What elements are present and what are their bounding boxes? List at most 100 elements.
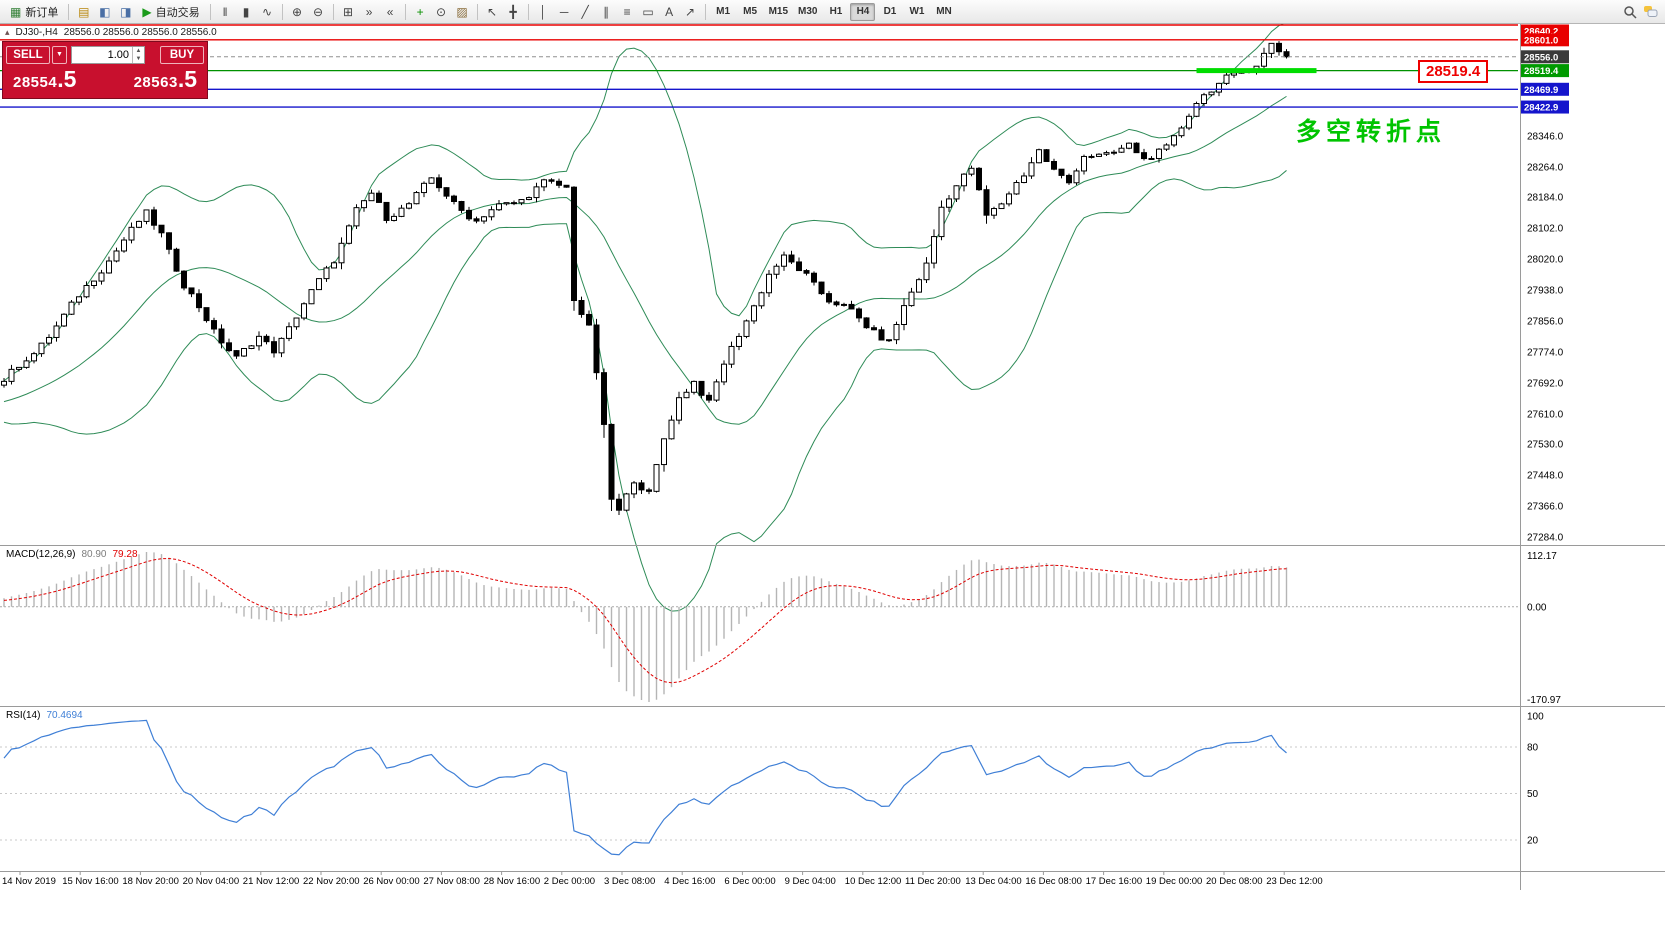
chart-shift-icon[interactable]: « <box>386 4 394 19</box>
vertical-line-icon[interactable]: │ <box>539 4 547 19</box>
timeframe-d1[interactable]: D1 <box>883 6 897 17</box>
market-watch-icon[interactable]: ◧ <box>99 4 111 19</box>
candle <box>998 202 1005 210</box>
candle <box>826 290 832 305</box>
support-highlight-segment[interactable] <box>1196 68 1317 74</box>
candle <box>143 209 150 225</box>
candle <box>1201 92 1207 107</box>
autotrading-button[interactable]: ▶ 自动交易 <box>136 1 205 23</box>
sell-button[interactable]: SELL <box>6 45 50 64</box>
candle <box>623 492 630 512</box>
candle <box>863 317 870 329</box>
price-axis[interactable]: 28346.0 28264.0 28184.0 28102.0 28020.0 27938… <box>1521 24 1569 544</box>
timeframe-w1[interactable]: W1 <box>909 6 925 17</box>
candle <box>76 296 82 306</box>
buy-price[interactable]: 28563 .5 <box>134 66 197 93</box>
timeframe-m30[interactable]: M30 <box>798 6 818 17</box>
volume-spinner-up-icon[interactable]: ▲ <box>135 47 142 54</box>
one-click-trading-panel: SELL ▼ 1.00 ▲ ▼ BUY 28554 .5 28563 .5 <box>2 41 208 99</box>
candle <box>8 364 15 385</box>
volume-dropdown-button[interactable]: ▼ <box>52 45 67 64</box>
price-callout-label[interactable]: 28519.4 <box>1418 60 1489 83</box>
indicators-icon[interactable]: + <box>416 4 424 19</box>
timeframe-mn[interactable]: MN <box>936 6 952 17</box>
candle <box>646 487 652 495</box>
timeframe-h1[interactable]: H1 <box>829 6 843 17</box>
text-icon[interactable]: A <box>665 4 674 19</box>
auto-scroll-icon[interactable]: » <box>365 4 373 19</box>
zoom-out-icon[interactable]: ⊖ <box>313 4 324 19</box>
tile-windows-icon[interactable]: ⊞ <box>343 4 354 19</box>
candle <box>548 178 555 184</box>
autotrading-label: 自动交易 <box>155 6 200 19</box>
oneclick-collapse-icon[interactable]: ▴ <box>5 27 10 37</box>
timeframe-m5[interactable]: M5 <box>743 6 758 17</box>
macd-axis-label: 112.17 <box>1527 551 1557 562</box>
community-chat-icon[interactable] <box>1640 2 1661 22</box>
candle <box>668 415 675 440</box>
price-line-label <box>1521 33 1569 47</box>
price-axis-label: 28020.0 <box>1527 255 1564 266</box>
zoom-in-icon[interactable]: ⊕ <box>292 4 303 19</box>
timeframe-m15[interactable]: M15 <box>768 6 789 17</box>
price-line-label-text: 28519.4 <box>1524 66 1559 77</box>
candle <box>773 263 780 279</box>
data-window-icon[interactable]: ◨ <box>120 4 132 19</box>
toolbar-separator <box>527 3 529 20</box>
candlestick-chart-icon[interactable]: ▮ <box>242 4 250 19</box>
candle <box>563 184 570 188</box>
candle <box>593 318 600 380</box>
candle <box>286 322 292 342</box>
toolbar-separator <box>68 3 70 20</box>
bar-chart-icon[interactable]: ‖ <box>222 4 228 19</box>
timeframe-m1[interactable]: M1 <box>716 6 731 17</box>
candle <box>1126 142 1132 150</box>
candle <box>638 479 645 494</box>
horizontal-line-icon[interactable]: ─ <box>559 4 569 19</box>
toolbar-separator <box>404 3 406 20</box>
pane-separators <box>0 24 1665 890</box>
candle <box>1208 91 1215 97</box>
crosshair-icon[interactable]: ╋ <box>509 4 517 19</box>
volume-input[interactable]: 1.00 ▲ ▼ <box>71 45 145 64</box>
macd-header: MACD(12,26,9) 80.90 79.28 <box>6 549 138 560</box>
time-axis-label: 17 Dec 16:00 <box>1086 876 1143 887</box>
volume-spinner-down-icon[interactable]: ▼ <box>135 55 142 62</box>
order-panel-prices: 28554 .5 28563 .5 <box>3 66 207 99</box>
periods-icon[interactable]: ⊙ <box>436 4 447 19</box>
shapes-icon[interactable]: ▭ <box>642 4 654 19</box>
candle <box>833 300 840 307</box>
cursor-icon[interactable]: ↖ <box>487 4 498 19</box>
autotrade-play-icon: ▶ <box>142 4 152 19</box>
candle <box>391 213 397 222</box>
time-axis-label: 15 Nov 16:00 <box>62 876 119 887</box>
candle <box>1223 71 1230 86</box>
timeframe-h4[interactable]: H4 <box>850 2 876 21</box>
volume-value[interactable]: 1.00 <box>107 48 129 61</box>
channel-icon[interactable]: ∥ <box>603 4 610 19</box>
buy-button[interactable]: BUY <box>160 45 204 64</box>
trendline-icon[interactable]: ╱ <box>581 4 589 19</box>
time-axis[interactable]: 14 Nov 2019 15 Nov 16:00 18 Nov 20:00 20 No… <box>2 872 1323 887</box>
new-order-button[interactable]: ▦ 新订单 <box>4 1 64 23</box>
arrows-icon[interactable]: ↗ <box>685 4 696 19</box>
candle <box>121 237 127 253</box>
candle <box>571 186 577 311</box>
fibonacci-icon[interactable]: ≡ <box>623 4 631 19</box>
candle <box>323 265 330 282</box>
price-line-label-text: 28422.9 <box>1524 103 1558 114</box>
candle <box>631 481 637 499</box>
candle <box>518 198 525 206</box>
sell-price[interactable]: 28554 .5 <box>13 66 76 93</box>
templates-icon[interactable]: ▨ <box>456 4 468 19</box>
time-axis-label: 11 Dec 20:00 <box>905 876 961 887</box>
bollinger-bands <box>3 21 1287 612</box>
profiles-icon[interactable]: ▤ <box>78 4 90 19</box>
horizontal-lines[interactable] <box>0 24 1518 108</box>
rsi-axis-label: 20 <box>1527 836 1539 847</box>
candle <box>811 271 817 286</box>
line-chart-icon[interactable]: ∿ <box>262 4 273 19</box>
search-icon[interactable] <box>1619 2 1640 22</box>
macd-histogram <box>3 552 1288 702</box>
